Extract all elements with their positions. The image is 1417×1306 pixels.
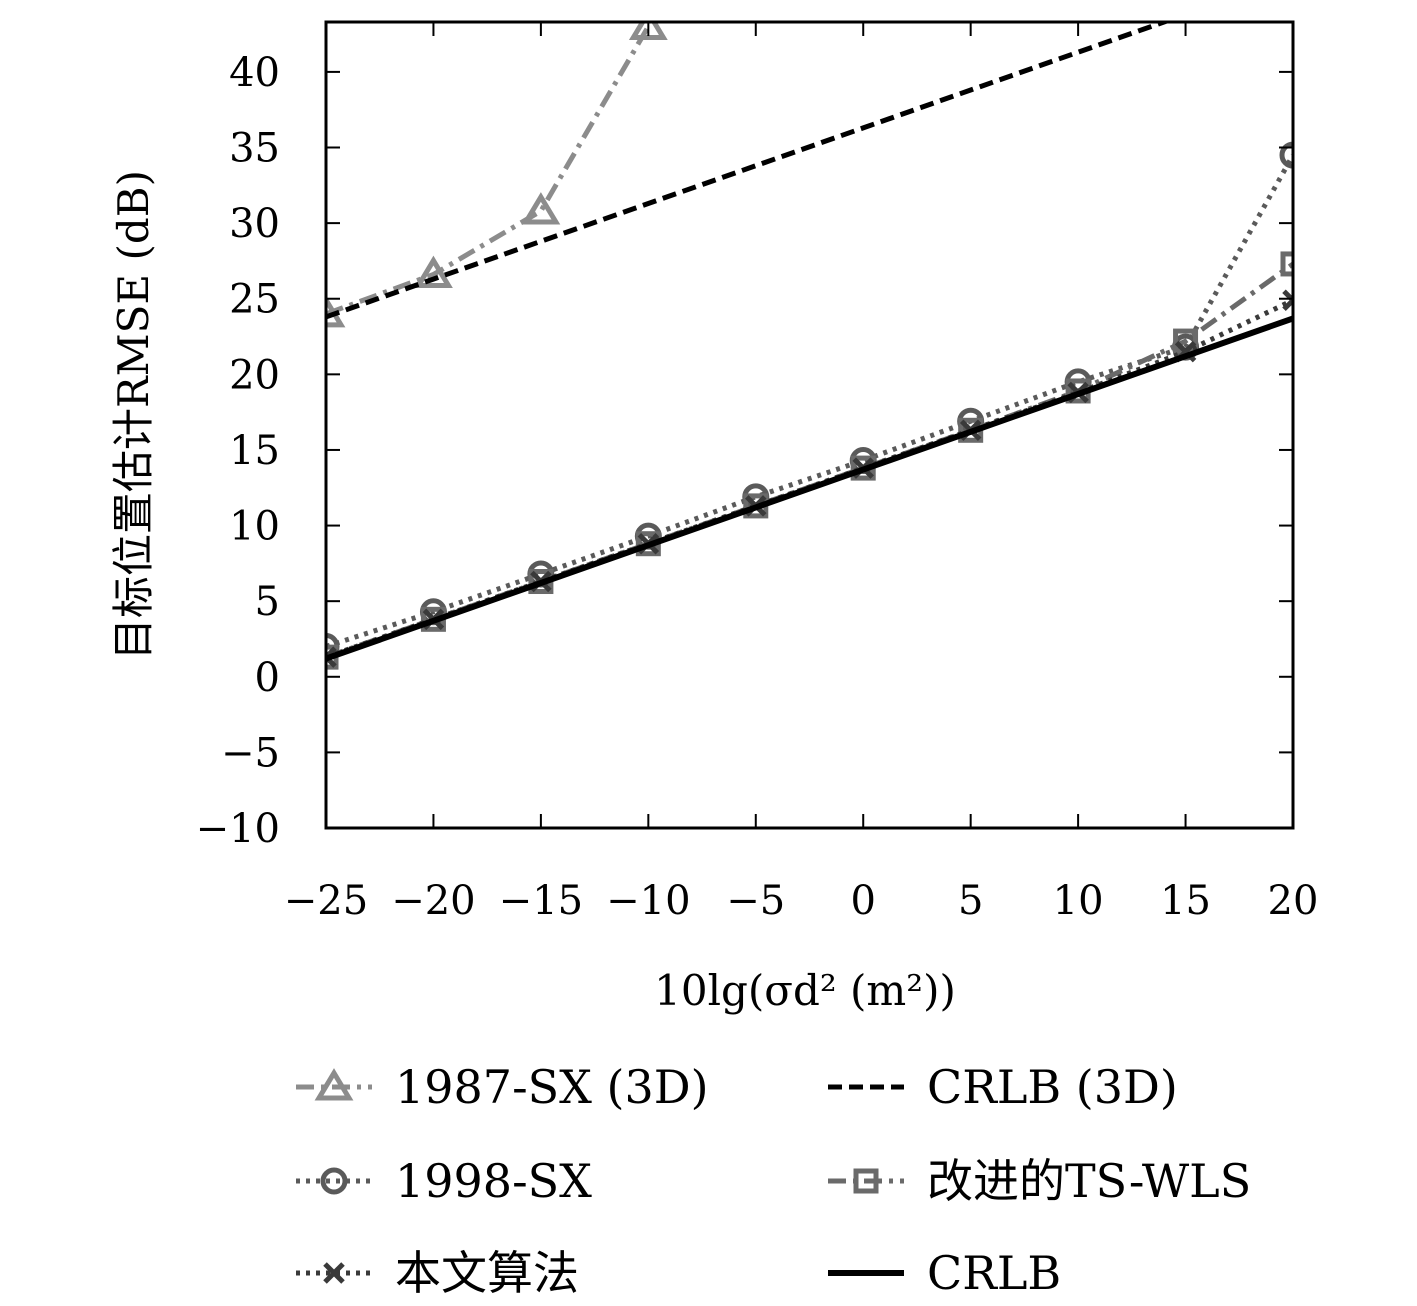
x-tick-label: 20 [1268,878,1319,924]
legend-item-5: CRLB [828,1246,1061,1300]
x-tick-label: 10 [1053,878,1104,924]
square-marker [853,1168,879,1194]
legend-label: 1987-SX (3D) [395,1060,709,1114]
x-tick-label: −10 [606,878,690,924]
y-tick-label: −10 [196,806,280,852]
y-tick-label: 25 [229,277,280,323]
x-tick-label: 0 [850,878,875,924]
x-tick-label: −20 [391,878,475,924]
plot-frame [324,20,1295,830]
x-marker [323,1262,345,1284]
y-tick-label: 5 [255,579,280,625]
y-tick-label: 35 [229,126,280,172]
legend-label: CRLB [927,1246,1061,1300]
x-marker [1282,289,1293,312]
series-5 [326,315,1293,662]
ticks-layer: −25 −20 −15 −10 −5 0 5 10 15 20 −10 −5 0 5 10 15 20 25 30 3… [196,22,1319,924]
legend-label: 1998-SX [395,1154,592,1208]
y-tick-label: 10 [229,504,280,550]
x-tick-label: −15 [499,878,583,924]
series-layer [326,22,1293,670]
series-2 [326,141,1293,661]
x-tick-label: 15 [1160,878,1211,924]
legend-item-0: 1987-SX (3D) [296,1060,709,1114]
x-tick-label: 5 [958,878,983,924]
y-tick-label: 30 [229,201,280,247]
x-marker [326,646,337,668]
triangle-marker [628,22,668,41]
x-axis-label: 10lg(σd² (m²)) [654,966,956,1015]
legend-item-1: CRLB (3D) [828,1060,1178,1114]
triangle-marker [521,192,561,225]
triangle-marker [414,255,453,289]
series-3 [326,251,1293,670]
legend: 1987-SX (3D) CRLB (3D) 1998-SX 改进的TS-WLS 本文算… [296,1060,1251,1300]
circle-marker [320,1167,348,1195]
y-tick-label: 40 [229,50,280,96]
square-marker [1280,251,1293,277]
y-axis-label: 目标位置估计RMSE (dB) [109,170,158,660]
series-line [326,315,1293,662]
y-tick-label: 15 [229,428,280,474]
triangle-marker [314,1068,354,1101]
legend-label: CRLB (3D) [927,1060,1178,1114]
series-line [326,22,1172,320]
series-1 [326,22,1172,320]
x-tick-label: −25 [284,878,368,924]
legend-item-4: 本文算法 [296,1246,579,1300]
legend-item-2: 1998-SX [296,1154,592,1208]
x-tick-label: −5 [726,878,785,924]
series-line [326,25,651,317]
series-line [326,153,1293,649]
series-0 [326,22,668,328]
legend-label: 改进的TS-WLS [927,1154,1251,1208]
legend-item-3: 改进的TS-WLS [828,1154,1251,1208]
y-tick-label: 20 [229,352,280,398]
legend-label: 本文算法 [395,1246,579,1300]
circle-marker [1279,141,1293,169]
y-tick-label: −5 [221,730,280,776]
y-tick-label: 0 [255,655,280,701]
